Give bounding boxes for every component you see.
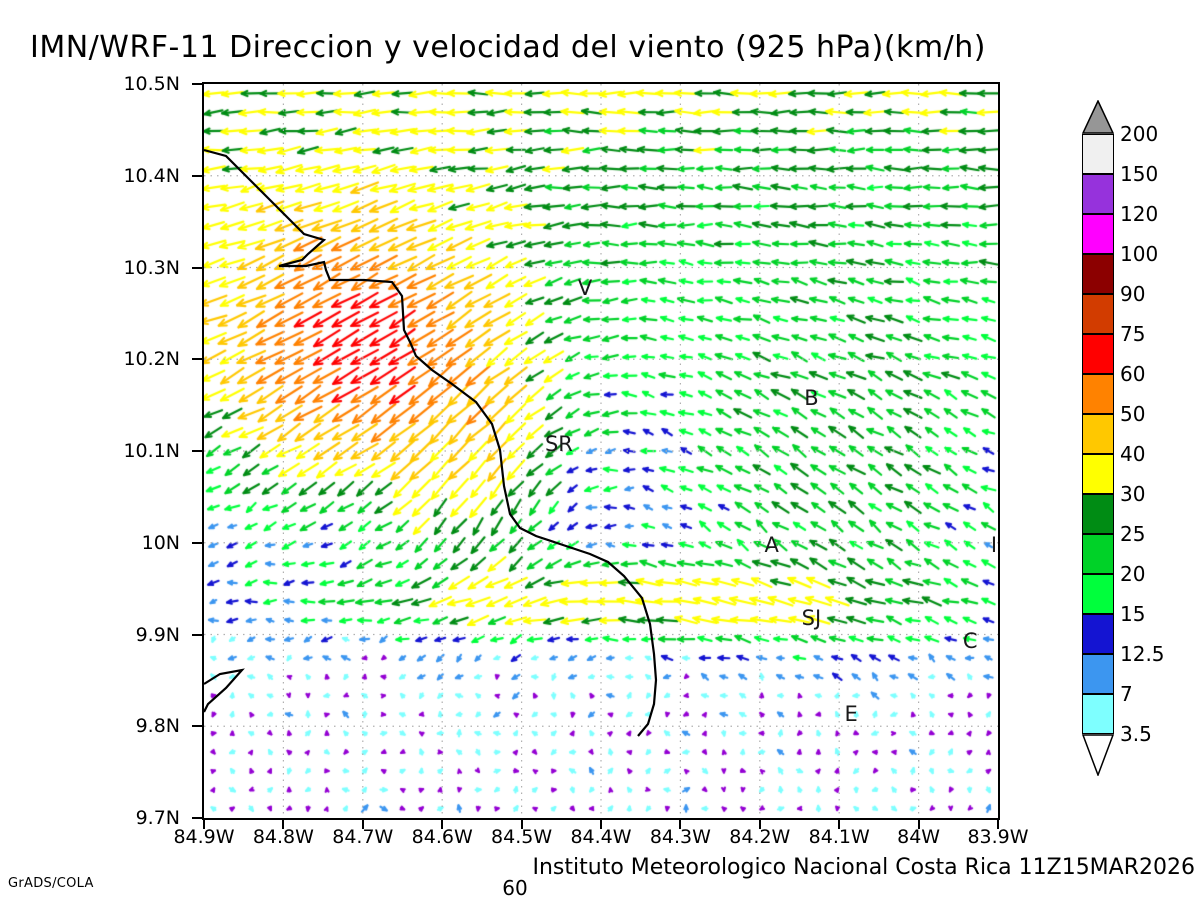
- colorbar-band[interactable]: [1082, 494, 1114, 534]
- colorbar-band[interactable]: [1082, 214, 1114, 254]
- coastline: [204, 148, 658, 737]
- y-tick-mark: [192, 266, 202, 269]
- city-label-i: I: [990, 532, 998, 557]
- city-label-sj: SJ: [801, 605, 822, 630]
- colorbar-tick-label: 7: [1120, 682, 1133, 706]
- y-tick-label: 10.4N: [123, 164, 180, 187]
- x-tick-mark: [997, 820, 999, 829]
- colorbar-tick-label: 40: [1120, 442, 1146, 466]
- colorbar-tick-label: 50: [1120, 402, 1146, 426]
- colorbar-tick-label: 15: [1120, 602, 1146, 626]
- footer-forecast-hour: 60: [502, 876, 528, 900]
- colorbar-tick-label: 25: [1120, 522, 1146, 546]
- city-label-c: C: [962, 628, 978, 653]
- grads-credit: GrADS/COLA: [8, 876, 94, 891]
- colorbar-band[interactable]: [1082, 134, 1114, 174]
- y-tick-mark: [192, 633, 202, 636]
- x-tick-label: 84.2W: [729, 826, 791, 848]
- x-tick-mark: [600, 820, 602, 829]
- colorbar-band[interactable]: [1082, 174, 1114, 214]
- city-label-v: V: [577, 275, 593, 300]
- y-tick-mark: [192, 83, 202, 85]
- city-label-sr: SR: [544, 431, 573, 456]
- x-tick-label: 84.8W: [252, 826, 314, 848]
- y-tick-label: 9.8N: [135, 715, 180, 738]
- x-tick-label: 84.4W: [570, 826, 632, 848]
- colorbar-tick-label: 30: [1120, 482, 1146, 506]
- colorbar-band[interactable]: [1082, 654, 1114, 694]
- x-tick-mark: [520, 820, 523, 829]
- colorbar-under-arrow: [1082, 734, 1114, 776]
- x-tick-label: 83.9W: [967, 826, 1029, 848]
- colorbar-band[interactable]: [1082, 694, 1114, 734]
- y-tick-mark: [192, 174, 202, 177]
- map-plot-area[interactable]: V SR B A I SJ C E: [202, 82, 1000, 820]
- colorbar-band[interactable]: [1082, 414, 1114, 454]
- city-label-a: A: [764, 532, 779, 557]
- x-tick-label: 84W: [897, 826, 941, 848]
- y-axis: 9.7N 9.8N 9.9N 10N 10.1N 10.2N 10.3N 10.4N 10.5N: [0, 0, 202, 900]
- city-label-b: B: [804, 385, 819, 410]
- colorbar-band[interactable]: [1082, 294, 1114, 334]
- x-tick-label: 84.1W: [808, 826, 870, 848]
- colorbar-band[interactable]: [1082, 454, 1114, 494]
- city-label-e: E: [844, 702, 858, 727]
- grid-lines: [204, 84, 998, 818]
- footer-attribution: Instituto Meteorologico Nacional Costa R…: [532, 855, 1196, 880]
- y-tick-mark: [192, 817, 202, 819]
- y-tick-label: 10.5N: [123, 73, 180, 95]
- x-tick-mark: [203, 820, 205, 829]
- colorbar-tick-label: 60: [1120, 362, 1146, 386]
- colorbar-tick-label: 12.5: [1120, 642, 1165, 666]
- colorbar-tick-label: 3.5: [1120, 722, 1152, 746]
- colorbar-tick-label: 20: [1120, 562, 1146, 586]
- y-tick-label: 10.3N: [123, 256, 180, 279]
- speed-colorbar[interactable]: 200 150 120 100 90 75 60 50 40 30 25 20 15 12.5 7 3.5: [1082, 100, 1198, 820]
- colorbar-band[interactable]: [1082, 254, 1114, 294]
- y-tick-mark: [192, 450, 202, 452]
- y-tick-label: 10.2N: [123, 348, 180, 371]
- x-tick-mark: [361, 820, 364, 829]
- y-tick-mark: [192, 358, 202, 361]
- colorbar-tick-label: 90: [1120, 282, 1146, 306]
- colorbar-tick-label: 200: [1120, 122, 1159, 146]
- page-title: IMN/WRF-11 Direccion y velocidad del vie…: [30, 30, 986, 65]
- y-tick-mark: [192, 725, 202, 728]
- x-tick-mark: [758, 820, 761, 829]
- colorbar-band[interactable]: [1082, 334, 1114, 374]
- x-tick-mark: [917, 820, 920, 829]
- colorbar-tick-label: 150: [1120, 162, 1159, 186]
- y-tick-mark: [192, 541, 202, 544]
- colorbar-band[interactable]: [1082, 374, 1114, 414]
- colorbar-tick-label: 100: [1120, 242, 1159, 266]
- colorbar-band[interactable]: [1082, 614, 1114, 654]
- x-tick-label: 84.3W: [649, 826, 711, 848]
- x-tick-mark: [679, 820, 682, 829]
- y-tick-label: 9.7N: [135, 807, 180, 829]
- x-tick-mark: [441, 820, 444, 829]
- colorbar-band[interactable]: [1082, 574, 1114, 614]
- colorbar-over-arrow: [1082, 100, 1114, 134]
- colorbar-tick-label: 120: [1120, 202, 1159, 226]
- y-tick-label: 9.9N: [135, 623, 180, 646]
- colorbar-band[interactable]: [1082, 534, 1114, 574]
- x-tick-label: 84.7W: [332, 826, 394, 848]
- x-tick-mark: [282, 820, 285, 829]
- x-tick-label: 84.9W: [173, 826, 235, 848]
- y-tick-label: 10.1N: [123, 440, 180, 462]
- y-tick-label: 10N: [141, 531, 180, 554]
- x-tick-mark: [838, 820, 841, 829]
- x-tick-label: 84.5W: [491, 826, 553, 848]
- colorbar-tick-label: 75: [1120, 322, 1146, 346]
- city-label-layer: V SR B A I SJ C E: [204, 84, 998, 818]
- x-tick-label: 84.6W: [411, 826, 473, 848]
